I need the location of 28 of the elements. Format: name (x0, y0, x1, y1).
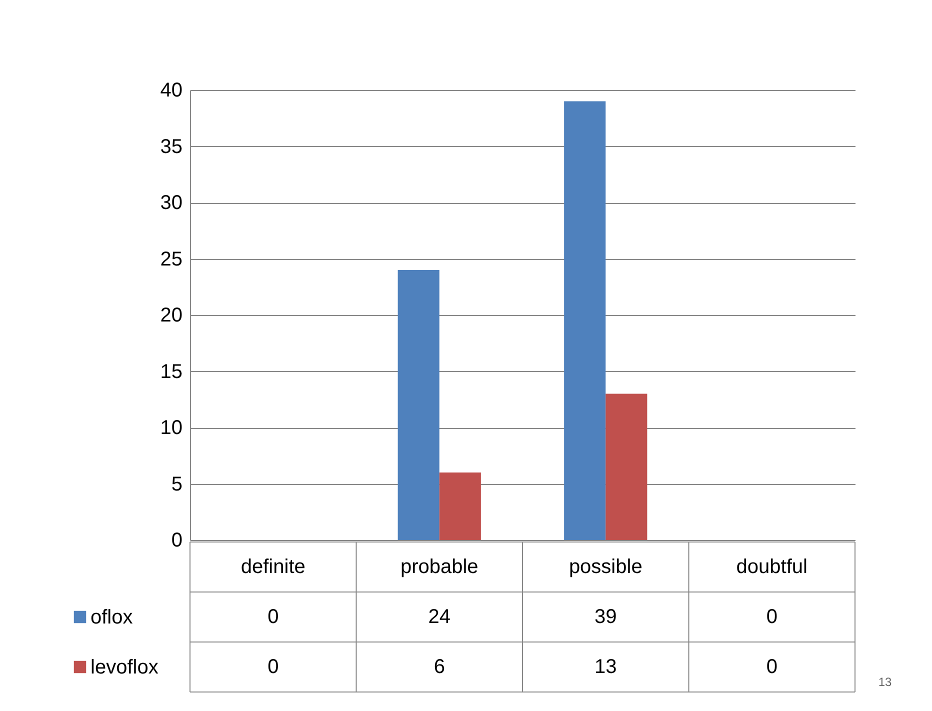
y-tick-label: 30 (160, 192, 182, 214)
data-label: 0 (766, 606, 778, 628)
bar (606, 394, 648, 540)
bar (439, 472, 481, 540)
text: 13 (878, 675, 892, 689)
x-tick-label: doubtful (736, 556, 808, 578)
data-label: 0 (766, 656, 778, 678)
x-tick-label: definite (240, 556, 306, 578)
bar (398, 270, 440, 540)
data-label: 6 (434, 656, 445, 678)
y-tick-label: 10 (160, 417, 182, 439)
y-tick-label: 15 (160, 360, 182, 383)
y-tick-label: 0 (171, 530, 182, 552)
y-tick-label: 20 (160, 304, 182, 326)
legend-label: levoflox (90, 656, 158, 678)
data-label: 0 (268, 656, 279, 678)
data-label: 24 (428, 606, 450, 628)
data-label: 13 (594, 656, 617, 678)
y-tick-label: 25 (160, 248, 182, 270)
x-tick-label: probable (400, 556, 478, 578)
y-tick-label: 35 (160, 136, 182, 158)
data-label: 39 (594, 606, 617, 628)
data-label: 0 (268, 606, 279, 628)
y-tick-label: 40 (160, 80, 182, 102)
bar (564, 101, 606, 540)
y-tick-label: 5 (171, 473, 182, 496)
x-tick-label: possible (568, 556, 642, 578)
legend-label: oflox (90, 606, 133, 628)
